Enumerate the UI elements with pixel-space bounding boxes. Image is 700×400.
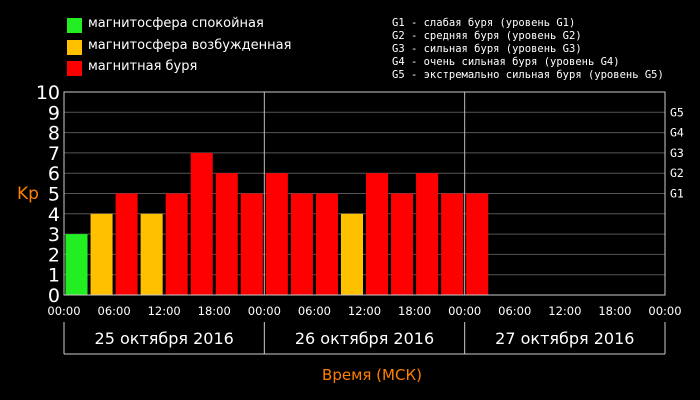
kp-bar: [190, 152, 213, 295]
day-label: 27 октября 2016: [495, 329, 634, 348]
g-tick-label: G1: [670, 187, 684, 201]
y-tick-label: 6: [48, 163, 60, 185]
x-tick-label: 00:00: [448, 304, 481, 318]
kp-bar: [441, 193, 464, 295]
kp-bar: [416, 173, 439, 295]
x-tick-label: 12:00: [348, 304, 381, 318]
g-scale-item-g4: G4 - очень сильная буря (уровень G4): [392, 56, 620, 68]
kp-bar: [240, 193, 263, 295]
y-tick-label: 0: [48, 285, 60, 307]
kp-bar: [340, 213, 363, 295]
kp-bar: [65, 234, 88, 295]
y-tick-label: 1: [48, 265, 60, 287]
y-tick-label: 8: [48, 123, 60, 145]
y-tick-label: 5: [48, 184, 60, 206]
kp-bar: [215, 173, 238, 295]
y-tick-label: 10: [36, 82, 60, 104]
legend-label-active: магнитосфера возбужденная: [88, 38, 292, 53]
x-tick-label: 00:00: [248, 304, 281, 318]
x-tick-label: 06:00: [498, 304, 531, 318]
legend-label-quiet: магнитосфера спокойная: [88, 16, 264, 31]
y-axis-label: Kp: [17, 184, 39, 204]
kp-bar: [315, 193, 338, 295]
legend-swatch-active: [67, 40, 82, 55]
y-tick-label: 7: [48, 143, 60, 165]
g-tick-label: G4: [670, 126, 684, 140]
day-label: 25 октября 2016: [95, 329, 234, 348]
x-tick-label: 18:00: [398, 304, 431, 318]
g-tick-label: G5: [670, 105, 684, 119]
kp-bar: [290, 193, 313, 295]
kp-bar: [115, 193, 138, 295]
x-tick-label: 18:00: [198, 304, 231, 318]
x-tick-label: 00:00: [648, 304, 681, 318]
kp-bar: [165, 193, 188, 295]
g-scale-item-g3: G3 - сильная буря (уровень G3): [392, 43, 582, 55]
kp-bar: [391, 193, 414, 295]
g-tick-label: G3: [670, 146, 684, 160]
g-scale-item-g5: G5 - экстремально сильная буря (уровень …: [392, 69, 664, 81]
kp-bar: [466, 193, 489, 295]
y-tick-label: 9: [48, 102, 60, 124]
x-tick-label: 12:00: [148, 304, 181, 318]
kp-bar: [366, 173, 389, 295]
y-tick-label: 4: [48, 204, 60, 226]
x-tick-label: 12:00: [548, 304, 581, 318]
plot-frame: [63, 91, 666, 296]
y-tick-label: 2: [48, 244, 60, 266]
x-tick-label: 06:00: [98, 304, 131, 318]
legend-swatch-quiet: [67, 18, 82, 33]
kp-bar: [265, 173, 288, 295]
x-axis-label: Время (МСК): [322, 366, 422, 384]
legend-label-storm: магнитная буря: [88, 59, 198, 74]
x-tick-label: 06:00: [298, 304, 331, 318]
x-tick-label: 00:00: [47, 304, 80, 318]
y-tick-label: 3: [48, 224, 60, 246]
g-scale-item-g1: G1 - слабая буря (уровень G1): [392, 17, 576, 29]
kp-bar: [90, 213, 113, 295]
day-label: 26 октября 2016: [295, 329, 434, 348]
g-scale-item-g2: G2 - средняя буря (уровень G2): [392, 30, 582, 42]
g-tick-label: G2: [670, 166, 684, 180]
legend-swatch-storm: [67, 61, 82, 76]
kp-bar: [140, 213, 163, 295]
x-tick-label: 18:00: [598, 304, 631, 318]
